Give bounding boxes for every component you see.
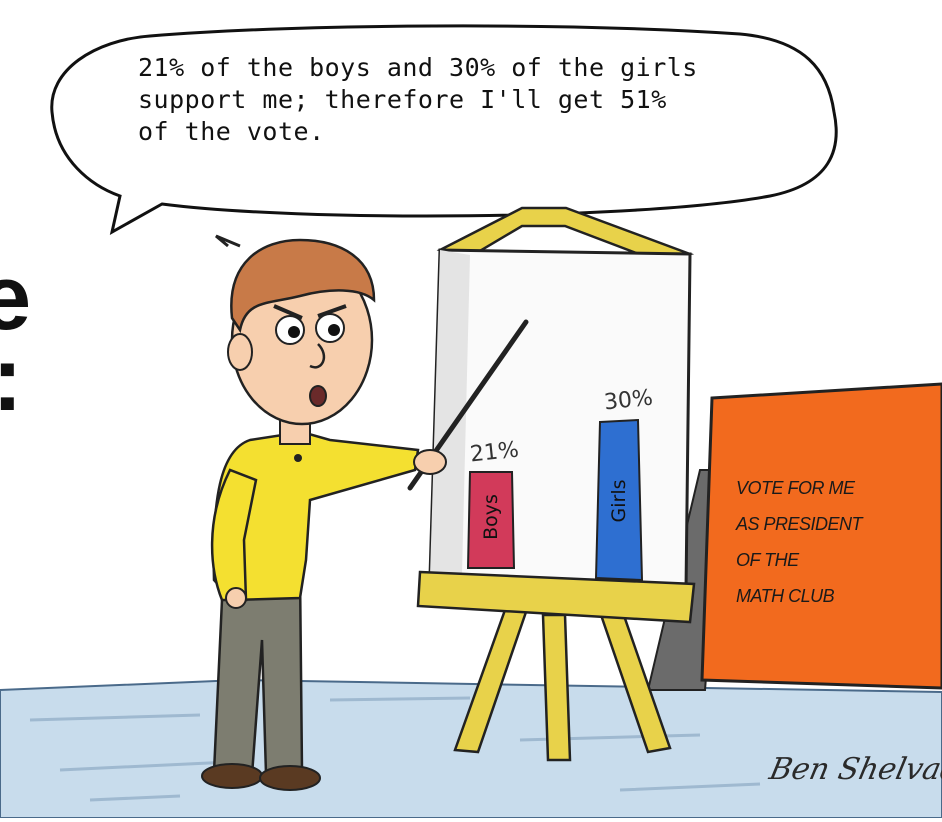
boy-nose [309, 343, 326, 369]
speech-line: 21% of the boys and 30% of the girls [138, 53, 698, 82]
bar-girls-value-label: 30% [602, 385, 655, 416]
boy-hair-tuft [215, 234, 241, 248]
easel-board-shadow [430, 250, 470, 576]
bar-girls [594, 418, 644, 582]
boy-pupil-left [288, 326, 300, 338]
artist-signature: Ben Shelvad [766, 752, 942, 787]
boy-shoe-right [259, 765, 321, 791]
speech-line: support me; therefore I'll get 51% [138, 85, 667, 114]
boy-hand-left [225, 587, 247, 609]
bar-girls-label: Girls [608, 479, 630, 523]
easel-ledge [416, 570, 696, 624]
boy-shoe-left [201, 763, 263, 789]
floor-sketch [29, 696, 761, 802]
boy-legs [212, 568, 304, 777]
speech-bubble [50, 24, 838, 235]
bar-boys-value-label: 21% [468, 437, 521, 468]
speech-line: of the vote. [138, 117, 325, 146]
slide-title-fragment: e [0, 247, 32, 349]
sign-line: AS PRESIDENT [736, 514, 863, 534]
campaign-sign [700, 382, 942, 690]
slide-title-colon: : [0, 333, 23, 425]
bar-boys-label: Boys [480, 494, 502, 540]
shirt-button [294, 454, 302, 462]
boy-eyebrows [273, 304, 347, 320]
boy-ear [227, 333, 253, 371]
boy-hair [230, 238, 376, 334]
sign-line: MATH CLUB [736, 586, 835, 606]
sign-line: OF THE [736, 550, 799, 570]
campaign-sign-text: VOTE FOR ME AS PRESIDENT OF THE MATH CLU… [736, 470, 926, 614]
sign-line: VOTE FOR ME [736, 478, 855, 498]
speech-bubble-text: 21% of the boys and 30% of the girls sup… [138, 52, 798, 148]
boy-pupil-right [328, 324, 340, 336]
bar-boys [466, 471, 516, 569]
boy-hand-right [413, 449, 447, 475]
boy-mouth [309, 385, 327, 407]
